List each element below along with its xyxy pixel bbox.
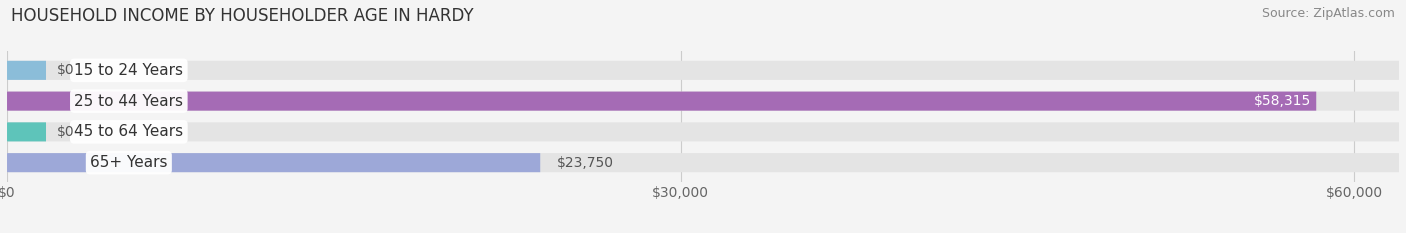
Text: 45 to 64 Years: 45 to 64 Years — [75, 124, 183, 139]
FancyBboxPatch shape — [7, 153, 1399, 172]
Text: 65+ Years: 65+ Years — [90, 155, 167, 170]
Text: $58,315: $58,315 — [1253, 94, 1310, 108]
FancyBboxPatch shape — [7, 92, 1399, 111]
Text: HOUSEHOLD INCOME BY HOUSEHOLDER AGE IN HARDY: HOUSEHOLD INCOME BY HOUSEHOLDER AGE IN H… — [11, 7, 474, 25]
FancyBboxPatch shape — [7, 153, 540, 172]
Text: 15 to 24 Years: 15 to 24 Years — [75, 63, 183, 78]
Text: Source: ZipAtlas.com: Source: ZipAtlas.com — [1261, 7, 1395, 20]
FancyBboxPatch shape — [7, 122, 1399, 141]
FancyBboxPatch shape — [7, 61, 46, 80]
Text: $0: $0 — [58, 125, 75, 139]
Text: $0: $0 — [58, 63, 75, 77]
FancyBboxPatch shape — [7, 122, 46, 141]
FancyBboxPatch shape — [7, 61, 1399, 80]
Text: 25 to 44 Years: 25 to 44 Years — [75, 94, 183, 109]
Text: $23,750: $23,750 — [557, 156, 614, 170]
FancyBboxPatch shape — [7, 92, 1316, 111]
